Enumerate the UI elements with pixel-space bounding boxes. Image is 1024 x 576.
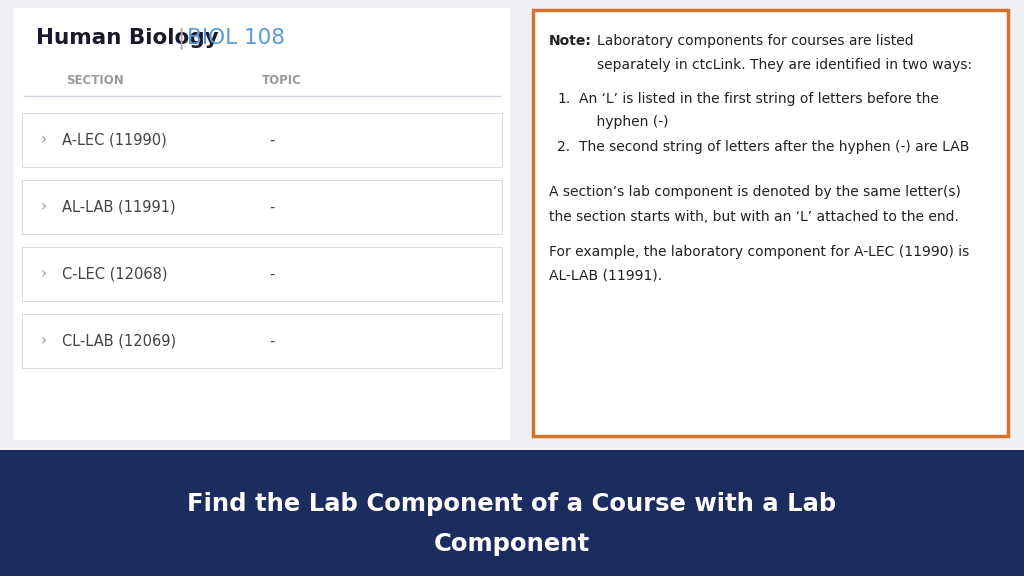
Text: Human Biology: Human Biology xyxy=(36,28,219,48)
Text: -: - xyxy=(269,132,274,147)
Text: -: - xyxy=(269,267,274,282)
Text: SECTION: SECTION xyxy=(66,74,124,86)
Text: An ‘L’ is listed in the first string of letters before the: An ‘L’ is listed in the first string of … xyxy=(579,92,939,105)
Text: A-LEC (11990): A-LEC (11990) xyxy=(62,132,167,147)
Bar xyxy=(22,180,502,234)
Text: separately in ctcLink. They are identified in two ways:: separately in ctcLink. They are identifi… xyxy=(597,58,972,73)
Bar xyxy=(22,314,502,368)
Bar xyxy=(0,450,1024,576)
Text: ›: › xyxy=(41,334,47,348)
Text: ›: › xyxy=(41,199,47,214)
Text: ›: › xyxy=(41,132,47,147)
Text: the section starts with, but with an ‘L’ attached to the end.: the section starts with, but with an ‘L’… xyxy=(549,210,958,223)
Text: |: | xyxy=(177,27,184,49)
Text: Component: Component xyxy=(434,532,590,556)
Bar xyxy=(22,247,502,301)
Bar xyxy=(22,113,502,167)
Text: CL-LAB (12069): CL-LAB (12069) xyxy=(62,334,176,348)
Text: BIOL 108: BIOL 108 xyxy=(187,28,285,48)
Text: Note:: Note: xyxy=(549,34,592,48)
Text: -: - xyxy=(269,334,274,348)
Text: ›: › xyxy=(41,267,47,282)
Text: 2.: 2. xyxy=(557,140,570,154)
Text: Find the Lab Component of a Course with a Lab: Find the Lab Component of a Course with … xyxy=(187,492,837,516)
Text: For example, the laboratory component for A-LEC (11990) is: For example, the laboratory component fo… xyxy=(549,245,970,259)
Text: AL-LAB (11991).: AL-LAB (11991). xyxy=(549,269,663,283)
Text: The second string of letters after the hyphen (-) are LAB: The second string of letters after the h… xyxy=(579,140,970,154)
Bar xyxy=(534,10,1008,436)
Text: AL-LAB (11991): AL-LAB (11991) xyxy=(62,199,176,214)
Text: Laboratory components for courses are listed: Laboratory components for courses are li… xyxy=(597,34,913,48)
Text: A section’s lab component is denoted by the same letter(s): A section’s lab component is denoted by … xyxy=(549,185,961,199)
Text: C-LEC (12068): C-LEC (12068) xyxy=(62,267,168,282)
Text: hyphen (-): hyphen (-) xyxy=(579,115,669,129)
Text: TOPIC: TOPIC xyxy=(262,74,302,86)
Text: -: - xyxy=(269,199,274,214)
Text: 1.: 1. xyxy=(557,92,570,105)
Bar xyxy=(14,8,510,440)
